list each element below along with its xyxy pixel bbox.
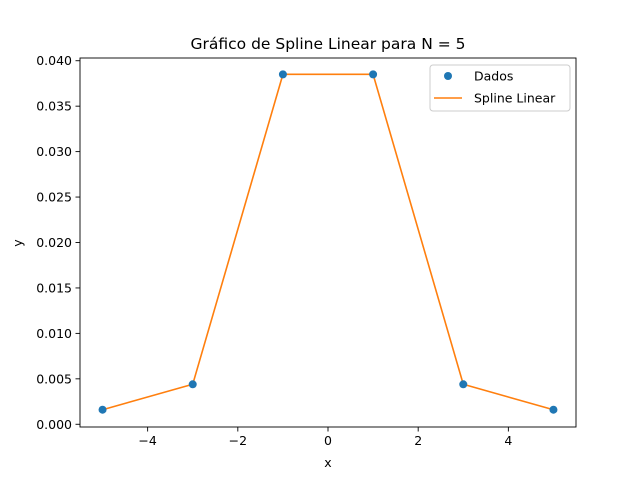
y-tick-label: 0.010 bbox=[36, 326, 72, 341]
y-tick-label: 0.030 bbox=[36, 144, 72, 159]
data-point bbox=[459, 380, 468, 389]
y-tick-label: 0.020 bbox=[36, 235, 72, 250]
data-point bbox=[188, 380, 197, 389]
legend-label: Dados bbox=[474, 69, 513, 84]
series-line-spline-linear bbox=[102, 73, 554, 411]
plot-area: −4 −2 0 2 4 0.000 0.005 0.010 0.015 0.020 0.025 0.0… bbox=[36, 53, 577, 448]
legend-label: Spline Linear bbox=[474, 91, 556, 106]
chart-title: Gráfico de Spline Linear para N = 5 bbox=[191, 35, 466, 53]
y-tick-label: 0.005 bbox=[36, 371, 72, 386]
data-point bbox=[278, 70, 287, 79]
data-point bbox=[549, 405, 558, 414]
y-tick-label: 0.015 bbox=[36, 280, 72, 295]
y-tick-label: 0.025 bbox=[36, 190, 72, 205]
x-tick-label: −4 bbox=[138, 433, 156, 448]
x-tick-label: 0 bbox=[324, 433, 332, 448]
x-tick-label: 4 bbox=[504, 433, 512, 448]
data-point bbox=[369, 70, 378, 79]
x-axis-label: x bbox=[324, 455, 331, 470]
y-tick-label: 0.040 bbox=[36, 53, 72, 68]
legend-box bbox=[429, 64, 571, 112]
x-tick-label: 2 bbox=[414, 433, 422, 448]
y-tick-label: 0.035 bbox=[36, 99, 72, 114]
y-tick-label: 0.000 bbox=[36, 417, 72, 432]
y-axis-label: y bbox=[10, 239, 25, 247]
data-point bbox=[98, 405, 107, 414]
legend-marker-dados bbox=[444, 72, 452, 80]
legend: Dados Spline Linear bbox=[429, 64, 571, 112]
x-tick-label: −2 bbox=[229, 433, 247, 448]
